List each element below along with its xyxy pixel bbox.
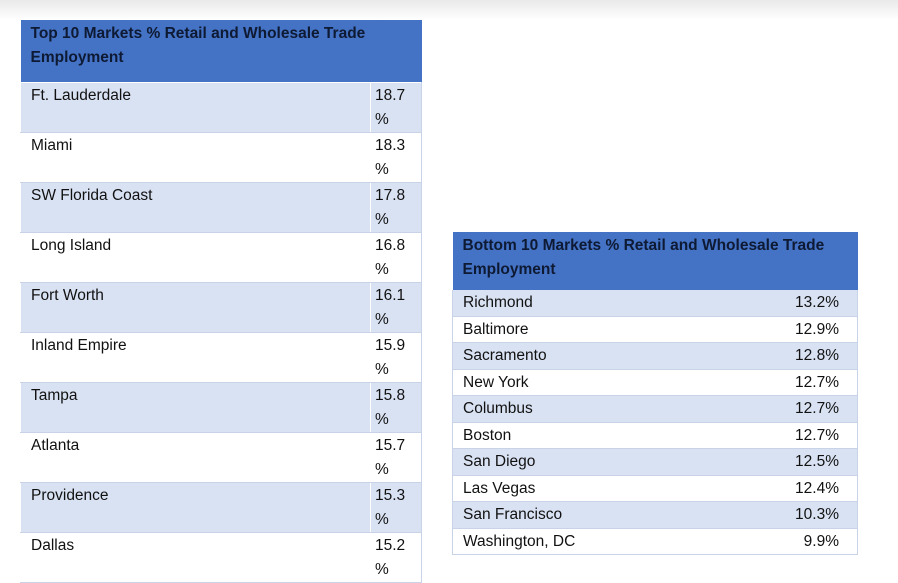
market-value-number: 15.3 bbox=[375, 487, 406, 504]
market-value-cell: 15.3% bbox=[370, 482, 422, 533]
table-row: Richmond 13.2% bbox=[452, 290, 858, 317]
market-value-cell: 16.1% bbox=[370, 282, 422, 333]
market-value-unit: % bbox=[375, 111, 389, 128]
bottom-markets-table: Bottom 10 Markets % Retail and Wholesale… bbox=[452, 232, 858, 555]
table-row: Tampa 15.8% bbox=[20, 382, 422, 433]
market-value-cell: 9.9% bbox=[749, 528, 858, 555]
table-row: Boston 12.7% bbox=[452, 422, 858, 449]
bottom-table-title: Bottom 10 Markets % Retail and Wholesale… bbox=[452, 232, 858, 290]
table-row: Miami 18.3% bbox=[20, 132, 422, 183]
market-value-cell: 15.8% bbox=[370, 382, 422, 433]
market-value-unit: % bbox=[375, 311, 389, 328]
table-row: Ft. Lauderdale 18.7% bbox=[20, 82, 422, 133]
market-value-unit: % bbox=[375, 511, 389, 528]
table-row: New York 12.7% bbox=[452, 369, 858, 396]
table-row: Sacramento 12.8% bbox=[452, 342, 858, 370]
table-row: Inland Empire 15.9% bbox=[20, 332, 422, 383]
market-value-cell: 12.8% bbox=[749, 342, 858, 370]
market-value-cell: 10.3% bbox=[749, 501, 858, 529]
market-value-cell: 13.2% bbox=[749, 290, 858, 317]
top-table-body: Ft. Lauderdale 18.7% Miami 18.3% SW Florida … bbox=[20, 82, 422, 583]
market-value-number: 16.1 bbox=[375, 287, 406, 304]
market-value-cell: 12.7% bbox=[749, 422, 858, 449]
market-value-cell: 12.4% bbox=[749, 475, 858, 502]
market-value-unit: % bbox=[375, 261, 389, 278]
table-row: San Diego 12.5% bbox=[452, 448, 858, 476]
top-shadow-band bbox=[0, 0, 898, 20]
market-value-cell: 12.7% bbox=[749, 369, 858, 396]
market-value-cell: 16.8% bbox=[370, 232, 422, 283]
market-value-cell: 12.7% bbox=[749, 395, 858, 423]
table-row: Atlanta 15.7% bbox=[20, 432, 422, 483]
market-name-cell: Fort Worth bbox=[20, 282, 371, 333]
market-name-cell: SW Florida Coast bbox=[20, 182, 371, 233]
market-name-cell: Las Vegas bbox=[452, 475, 749, 502]
table-header-row: Top 10 Markets % Retail and Wholesale Tr… bbox=[20, 20, 422, 83]
market-name-cell: Providence bbox=[20, 482, 371, 533]
market-value-cell: 17.8% bbox=[370, 182, 422, 233]
market-value-cell: 18.3% bbox=[370, 132, 422, 183]
market-name-cell: Tampa bbox=[20, 382, 371, 433]
market-name-cell: Atlanta bbox=[20, 432, 371, 483]
market-value-unit: % bbox=[375, 461, 389, 478]
market-value-number: 16.8 bbox=[375, 237, 406, 254]
market-value-cell: 18.7% bbox=[370, 82, 422, 133]
market-value-cell: 15.7% bbox=[370, 432, 422, 483]
market-value-number: 15.2 bbox=[375, 537, 406, 554]
market-name-cell: San Diego bbox=[452, 448, 749, 476]
market-value-number: 15.7 bbox=[375, 437, 406, 454]
market-name-cell: New York bbox=[452, 369, 749, 396]
table-row: Columbus 12.7% bbox=[452, 395, 858, 423]
table-header-row: Bottom 10 Markets % Retail and Wholesale… bbox=[452, 232, 858, 290]
market-value-number: 15.9 bbox=[375, 337, 406, 354]
market-name-cell: Boston bbox=[452, 422, 749, 449]
market-value-cell: 12.9% bbox=[749, 316, 858, 343]
market-name-cell: Columbus bbox=[452, 395, 749, 423]
table-row: Dallas 15.2% bbox=[20, 532, 422, 583]
market-value-number: 18.7 bbox=[375, 87, 406, 104]
bottom-table-body: Richmond 13.2% Baltimore 12.9% Sacramento 12.… bbox=[452, 290, 858, 555]
market-name-cell: Sacramento bbox=[452, 342, 749, 370]
table-row: Long Island 16.8% bbox=[20, 232, 422, 283]
market-value-number: 15.8 bbox=[375, 387, 406, 404]
market-value-unit: % bbox=[375, 161, 389, 178]
market-name-cell: San Francisco bbox=[452, 501, 749, 529]
table-row: Baltimore 12.9% bbox=[452, 316, 858, 343]
market-value-number: 18.3 bbox=[375, 137, 406, 154]
top-table-title: Top 10 Markets % Retail and Wholesale Tr… bbox=[20, 20, 422, 83]
market-value-unit: % bbox=[375, 361, 389, 378]
table-row: Las Vegas 12.4% bbox=[452, 475, 858, 502]
table-row: Washington, DC 9.9% bbox=[452, 528, 858, 555]
market-name-cell: Ft. Lauderdale bbox=[20, 82, 371, 133]
market-value-cell: 15.9% bbox=[370, 332, 422, 383]
table-row: SW Florida Coast 17.8% bbox=[20, 182, 422, 233]
market-value-unit: % bbox=[375, 561, 389, 578]
table-row: Fort Worth 16.1% bbox=[20, 282, 422, 333]
market-value-unit: % bbox=[375, 411, 389, 428]
market-name-cell: Inland Empire bbox=[20, 332, 371, 383]
table-row: Providence 15.3% bbox=[20, 482, 422, 533]
market-name-cell: Dallas bbox=[20, 532, 371, 583]
market-name-cell: Washington, DC bbox=[452, 528, 749, 555]
market-value-cell: 15.2% bbox=[370, 532, 422, 583]
market-value-cell: 12.5% bbox=[749, 448, 858, 476]
market-value-number: 17.8 bbox=[375, 187, 406, 204]
market-name-cell: Baltimore bbox=[452, 316, 749, 343]
market-name-cell: Miami bbox=[20, 132, 371, 183]
market-name-cell: Long Island bbox=[20, 232, 371, 283]
top-markets-table: Top 10 Markets % Retail and Wholesale Tr… bbox=[20, 20, 422, 583]
table-row: San Francisco 10.3% bbox=[452, 501, 858, 529]
market-value-unit: % bbox=[375, 211, 389, 228]
market-name-cell: Richmond bbox=[452, 290, 749, 317]
